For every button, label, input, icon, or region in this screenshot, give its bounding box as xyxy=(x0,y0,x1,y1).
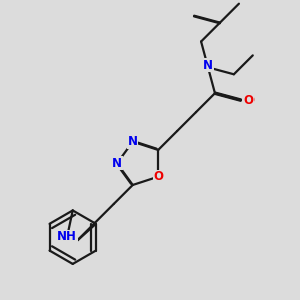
Text: N: N xyxy=(112,157,122,170)
Text: O: O xyxy=(153,170,163,183)
Text: N: N xyxy=(128,135,138,148)
Text: N: N xyxy=(203,59,213,72)
Text: O: O xyxy=(245,94,255,106)
Text: O: O xyxy=(244,94,254,106)
Text: NH: NH xyxy=(57,230,77,243)
